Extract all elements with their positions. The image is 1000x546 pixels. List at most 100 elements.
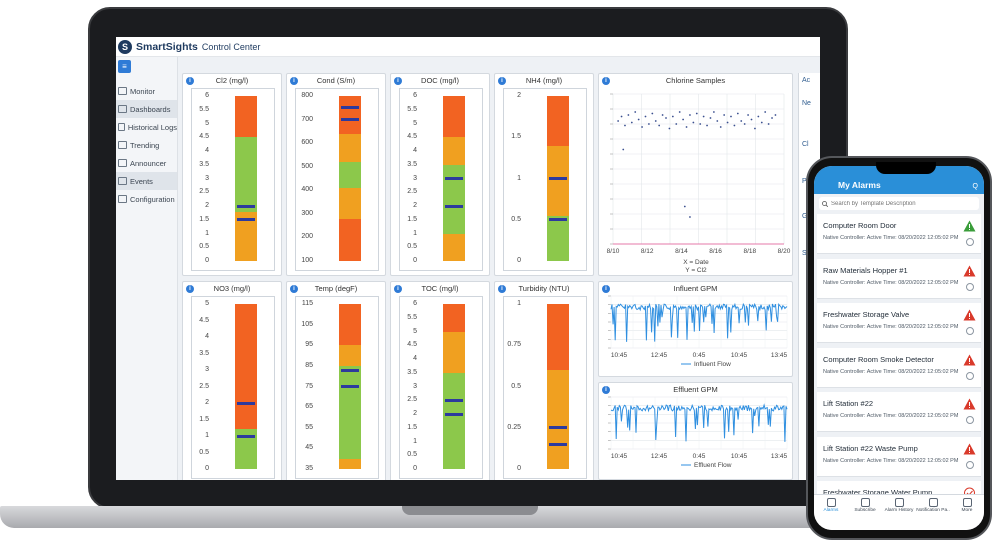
alarm-select-radio[interactable] bbox=[966, 416, 974, 424]
sidebar-item-monitor[interactable]: Monitor bbox=[116, 82, 177, 100]
panel-label: Cl bbox=[802, 141, 809, 148]
gauge-tick-label: 4.5 bbox=[407, 133, 417, 141]
gauge-tick-label: 0.75 bbox=[507, 341, 521, 349]
alarm-name: Freshwater Storage Valve bbox=[823, 310, 910, 319]
tab-subscribe[interactable]: Subscribe bbox=[849, 498, 881, 530]
alarm-select-radio[interactable] bbox=[966, 327, 974, 335]
gauge-range-segment bbox=[339, 133, 361, 162]
info-icon[interactable]: i bbox=[290, 77, 298, 85]
alarm-details: Native Controller: Active Time: 08/20/20… bbox=[823, 235, 959, 241]
gauge-tick-label: 0 bbox=[517, 257, 521, 264]
gauge-value-marker bbox=[237, 204, 255, 208]
alarm-select-radio[interactable] bbox=[966, 282, 974, 291]
gauge-tick-label: 6 bbox=[205, 92, 209, 99]
gauge-tile: i DOC (mg/l) 6 5.5 5 4.5 4 3.5 3 2.5 2 1.5 1 0.5 0 bbox=[390, 73, 490, 276]
scatter-point bbox=[716, 120, 719, 122]
scatter-point bbox=[683, 205, 686, 208]
info-icon[interactable]: i bbox=[602, 285, 610, 293]
alarm-card[interactable]: Computer Room Smoke Detector Native Cont… bbox=[817, 347, 981, 388]
gauge-value-marker bbox=[549, 426, 567, 430]
gauge-tick-label: 0.5 bbox=[199, 448, 209, 456]
gauge-tick-label: 2.5 bbox=[199, 382, 209, 390]
gauge-range-segment bbox=[547, 145, 569, 183]
gauge-tick-label: 700 bbox=[301, 115, 313, 123]
search-input[interactable] bbox=[831, 200, 971, 207]
alarm-card[interactable]: Lift Station #22 Native Controller: Acti… bbox=[817, 392, 981, 432]
info-icon[interactable]: i bbox=[394, 77, 402, 85]
sidebar-item-configuration[interactable]: Configuration bbox=[116, 190, 177, 208]
gauge-value-marker bbox=[445, 398, 463, 402]
panel-label: Sl bbox=[802, 250, 820, 257]
sidebar-item-announcer[interactable]: Announcer bbox=[116, 154, 177, 172]
sidebar-item-historical-logs[interactable]: Historical Logs bbox=[116, 118, 177, 136]
info-icon[interactable]: i bbox=[602, 386, 610, 394]
scatter-point bbox=[665, 117, 667, 119]
gauge-tick-label: 3.5 bbox=[199, 160, 209, 168]
info-icon[interactable]: i bbox=[602, 77, 610, 85]
gauge-tick-label: 1.5 bbox=[199, 215, 209, 223]
gauge-tick-label: 1 bbox=[413, 437, 417, 445]
gauge-range-segment bbox=[235, 429, 257, 469]
gauge-tick-label: 0 bbox=[517, 465, 521, 472]
scatter-point bbox=[760, 121, 763, 124]
app-header: S SmartSights Control Center bbox=[116, 37, 820, 57]
search-icon[interactable]: Q bbox=[972, 183, 978, 190]
alarm-details: Native Controller: Active Time: 08/20/20… bbox=[823, 368, 959, 375]
legend-label: Influent Flow bbox=[694, 361, 731, 368]
gauge-range-segment bbox=[235, 211, 257, 261]
info-icon[interactable]: i bbox=[394, 285, 402, 293]
gauge-range-segment bbox=[547, 304, 569, 370]
tab-icon bbox=[962, 498, 972, 507]
sidebar-item-trending[interactable]: Trending bbox=[116, 136, 177, 154]
gauge-tick-label: 2.5 bbox=[199, 188, 209, 196]
gauge-tick-label: 2.5 bbox=[407, 188, 417, 196]
tab-label: Alarms bbox=[823, 508, 839, 513]
influent-line-chart: 10:45 12:45 0:45 10:45 13:45 Influent Flow bbox=[608, 295, 788, 368]
alarm-card[interactable]: Freshwater Storage Valve Native Controll… bbox=[817, 303, 981, 343]
alarm-details: Native Controller: Active Time: 08/20/20… bbox=[823, 279, 959, 286]
gauge-tick-label: 200 bbox=[301, 233, 313, 241]
scatter-point bbox=[641, 126, 643, 128]
info-icon[interactable]: i bbox=[498, 77, 506, 85]
scatter-point bbox=[668, 127, 671, 130]
sidebar-item-dashboards[interactable]: Dashboards bbox=[116, 100, 177, 118]
menu-icon[interactable]: ≡ bbox=[118, 60, 131, 73]
gauge-range-segment bbox=[443, 372, 465, 469]
gauge-tick-label: 0.5 bbox=[407, 451, 417, 459]
phone-notch bbox=[876, 162, 936, 174]
info-icon[interactable]: i bbox=[186, 77, 194, 85]
nav-icon bbox=[118, 141, 127, 149]
alarm-select-radio[interactable] bbox=[966, 460, 974, 469]
tab-notification-pa[interactable]: Notification Pa.. bbox=[916, 498, 950, 530]
gauge-value-marker bbox=[445, 177, 463, 180]
info-icon[interactable]: i bbox=[498, 285, 506, 293]
tab-alarms[interactable]: Alarms bbox=[815, 498, 847, 530]
alarm-card[interactable]: Raw Materials Hopper #1 Native Controlle… bbox=[817, 258, 981, 299]
scatter-point bbox=[692, 121, 695, 124]
info-icon[interactable]: i bbox=[186, 285, 194, 293]
info-icon[interactable]: i bbox=[290, 285, 298, 293]
gauge-title: Temp (degF) bbox=[314, 284, 358, 293]
alarm-select-radio[interactable] bbox=[966, 371, 974, 380]
chart-title: Chlorine Samples bbox=[665, 76, 726, 85]
tab-more[interactable]: More bbox=[951, 498, 983, 530]
gauge-title: Cl2 (mg/l) bbox=[215, 76, 249, 85]
alarm-name: Computer Room Smoke Detector bbox=[823, 354, 934, 364]
gauge-range-segment bbox=[339, 345, 361, 366]
gauge-tile: i NH4 (mg/l) 2 1.5 1 0.5 0 bbox=[494, 73, 594, 276]
gauge-value-marker bbox=[549, 177, 567, 180]
alarm-card[interactable]: Lift Station #22 Waste Pump Native Contr… bbox=[817, 436, 981, 477]
x-tick-label: 8/18 bbox=[743, 248, 756, 255]
gauge-range-segment bbox=[443, 304, 465, 332]
sidebar-item-events[interactable]: Events bbox=[116, 172, 177, 190]
gauge-range-segment bbox=[443, 331, 465, 373]
alarm-search[interactable] bbox=[819, 197, 979, 210]
gauge-range-segment bbox=[235, 137, 257, 212]
gauge-range-segment bbox=[339, 304, 361, 346]
alarm-select-radio[interactable] bbox=[966, 238, 974, 246]
tab-alarm-history[interactable]: Alarm History bbox=[883, 498, 915, 530]
alarm-card[interactable]: Computer Room Door Native Controller: Ac… bbox=[817, 214, 981, 254]
gauge-tick-label: 2 bbox=[517, 92, 521, 99]
legend-y: Y = Cl2 bbox=[685, 267, 707, 274]
